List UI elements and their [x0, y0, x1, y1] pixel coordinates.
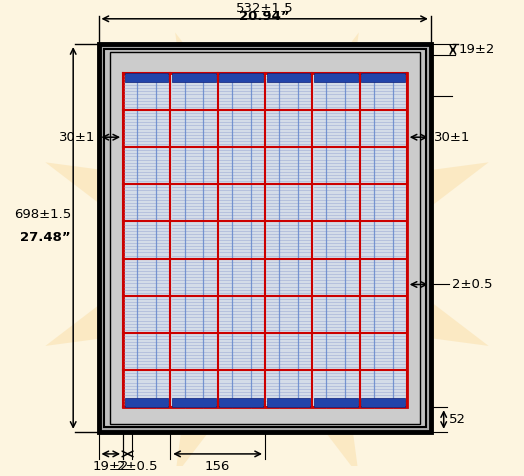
Bar: [267, 398, 310, 407]
Text: 52: 52: [449, 413, 466, 426]
Bar: [125, 73, 169, 82]
Text: 19±2: 19±2: [93, 460, 129, 473]
Text: 698±1.5: 698±1.5: [14, 208, 71, 221]
Text: 2±0.5: 2±0.5: [116, 460, 157, 473]
Polygon shape: [45, 32, 489, 476]
Bar: [172, 398, 216, 407]
Text: 27.48”: 27.48”: [20, 231, 71, 245]
Bar: [267, 73, 310, 82]
Bar: [220, 73, 263, 82]
Bar: [110, 52, 420, 424]
Bar: [314, 398, 358, 407]
Text: 19±2: 19±2: [458, 43, 495, 56]
Bar: [362, 398, 405, 407]
Bar: [362, 73, 405, 82]
Bar: [172, 73, 216, 82]
Bar: [123, 73, 407, 407]
Bar: [125, 398, 169, 407]
Bar: [314, 73, 358, 82]
Bar: [99, 44, 431, 432]
Text: 2±0.5: 2±0.5: [452, 278, 492, 291]
Text: 30±1: 30±1: [59, 131, 95, 144]
Bar: [104, 49, 425, 426]
Text: 20.94”: 20.94”: [239, 10, 290, 23]
Text: 156: 156: [205, 460, 231, 473]
Text: 30±1: 30±1: [434, 131, 471, 144]
Bar: [220, 398, 263, 407]
Text: 532±1.5: 532±1.5: [236, 2, 293, 15]
